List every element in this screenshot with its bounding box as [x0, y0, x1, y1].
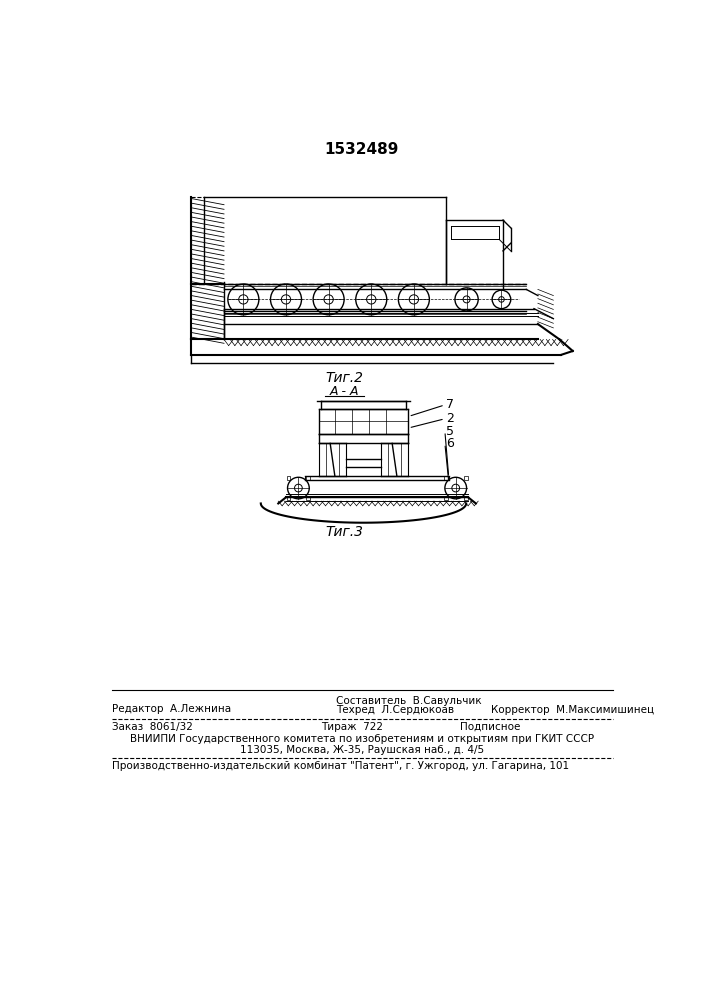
Text: 5: 5: [446, 425, 455, 438]
Text: Производственно-издательский комбинат "Патент", г. Ужгород, ул. Гагарина, 101: Производственно-издательский комбинат "П…: [112, 761, 568, 771]
Text: ВНИИПИ Государственного комитета по изобретениям и открытиям при ГКИТ СССР: ВНИИПИ Государственного комитета по изоб…: [130, 734, 594, 744]
Text: Подписное: Подписное: [460, 722, 521, 732]
Bar: [464, 476, 467, 480]
Text: Заказ  8061/32: Заказ 8061/32: [112, 722, 192, 732]
Text: Редактор  А.Лежнина: Редактор А.Лежнина: [112, 704, 230, 714]
Text: Техред  Л.Сердюкоав: Техред Л.Сердюкоав: [337, 705, 455, 715]
Text: 2: 2: [446, 412, 455, 425]
Text: А - А: А - А: [329, 385, 359, 398]
Text: 1532489: 1532489: [325, 142, 399, 157]
Text: Составитель  В.Савульчик: Составитель В.Савульчик: [337, 696, 482, 706]
Text: Τиг.2: Τиг.2: [325, 371, 363, 385]
Text: Тираж  722: Тираж 722: [321, 722, 383, 732]
Bar: [464, 496, 467, 500]
Text: 7: 7: [446, 398, 455, 411]
Bar: [286, 496, 291, 500]
Bar: [306, 476, 310, 480]
Bar: [306, 496, 310, 500]
Text: Τиг.3: Τиг.3: [325, 525, 363, 539]
Bar: [444, 476, 448, 480]
Text: Корректор  М.Максимишинец: Корректор М.Максимишинец: [491, 705, 655, 715]
Bar: [286, 476, 291, 480]
Text: 113035, Москва, Ж-35, Раушская наб., д. 4/5: 113035, Москва, Ж-35, Раушская наб., д. …: [240, 745, 484, 755]
Bar: [444, 496, 448, 500]
Text: 6: 6: [446, 437, 455, 450]
